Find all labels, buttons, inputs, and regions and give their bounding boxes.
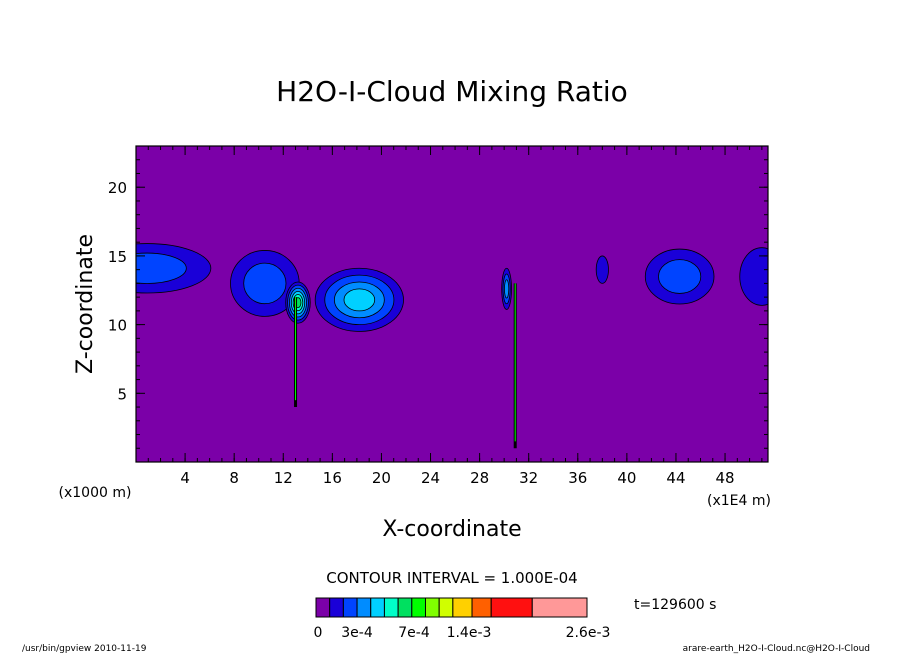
contour-7-level-1	[739, 247, 768, 306]
y-tick-label: 20	[108, 179, 127, 197]
contour-interval-text: CONTOUR INTERVAL = 1.000E-04	[326, 569, 577, 587]
contour-1-level-2	[243, 262, 287, 305]
x-tick-label: 8	[229, 469, 239, 487]
x-tick-label: 12	[274, 469, 293, 487]
contour-0-level-2	[136, 252, 187, 284]
colorbar-swatch	[329, 597, 344, 618]
colorbar-swatch	[370, 597, 385, 618]
colorbar-label: 2.6e-3	[566, 625, 611, 641]
y-tick-label: 15	[108, 248, 127, 266]
y-unit-label: (x1000 m)	[59, 485, 132, 501]
colorbar-label: 3e-4	[341, 625, 373, 641]
colorbar-label: 7e-4	[398, 625, 430, 641]
colorbar-swatch	[315, 597, 331, 618]
contour-6-level-2	[658, 259, 702, 294]
plot-area	[136, 146, 768, 462]
x-tick-label: 36	[568, 469, 587, 487]
time-label: t=129600 s	[634, 597, 716, 613]
plot-background	[136, 146, 768, 462]
x-tick-label: 32	[519, 469, 538, 487]
colorbar-swatch	[342, 597, 358, 618]
x-axis-label: X-coordinate	[382, 517, 521, 542]
colorbar-swatch	[438, 597, 454, 618]
x-tick-label: 28	[470, 469, 489, 487]
colorbar-swatch	[471, 597, 492, 618]
plot-frame	[135, 145, 769, 463]
x-tick-label: 4	[180, 469, 190, 487]
contour-field	[136, 146, 768, 462]
x-tick-label: 24	[421, 469, 440, 487]
colorbar-swatch	[383, 597, 399, 618]
chart-title: H2O-I-Cloud Mixing Ratio	[276, 75, 628, 108]
footer-left: /usr/bin/gpview 2010-11-19	[22, 644, 147, 654]
contour-5-level-1	[595, 255, 609, 284]
footer-right: arare-earth_H2O-I-Cloud.nc@H2O-I-Cloud	[683, 644, 870, 654]
x-tick-label: 48	[716, 469, 735, 487]
colorbar-label: 1.4e-3	[447, 625, 492, 641]
contour-3-level-4	[343, 288, 376, 312]
contour-4-level-3	[504, 279, 510, 299]
colorbar-label: 0	[314, 625, 323, 641]
y-tick-label: 5	[117, 385, 127, 403]
colorbar: 0 3e-4 7e-4 1.4e-3 2.6e-3	[314, 597, 611, 641]
x-unit-label: (x1E4 m)	[707, 493, 771, 509]
x-tick-label: 16	[323, 469, 342, 487]
colorbar-swatch	[356, 597, 372, 618]
y-axis-label: Z-coordinate	[73, 234, 98, 374]
x-tick-label: 40	[617, 469, 636, 487]
colorbar-swatch	[490, 597, 533, 618]
colorbar-swatch	[411, 597, 426, 618]
colorbar-swatch	[452, 597, 473, 618]
colorbar-swatch	[424, 597, 440, 618]
y-tick-label: 10	[108, 317, 127, 335]
x-tick-label: 44	[666, 469, 685, 487]
colorbar-swatch	[531, 597, 588, 618]
colorbar-swatch	[397, 597, 413, 618]
x-tick-label: 20	[372, 469, 391, 487]
